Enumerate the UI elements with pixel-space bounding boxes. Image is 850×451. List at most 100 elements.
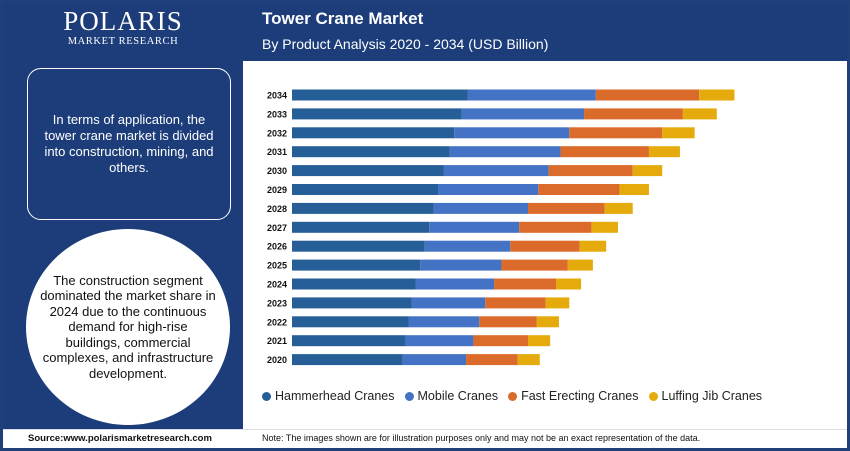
bar-segment (591, 221, 618, 233)
bar-segment (479, 316, 537, 328)
bar-segment (292, 259, 421, 271)
bar-segment (538, 184, 620, 195)
bar-segment (682, 108, 717, 120)
highlight-text: The construction segment dominated the m… (40, 272, 216, 381)
year-tick-label: 2032 (267, 128, 287, 138)
bar-segment (567, 259, 593, 271)
legend-item: Mobile Cranes (404, 389, 499, 403)
legend-swatch (508, 391, 518, 401)
bar-segment (595, 89, 700, 101)
highlight-circle: The construction segment dominated the m… (26, 229, 230, 425)
year-tick-label: 2028 (267, 204, 287, 214)
bar-segment (415, 278, 495, 290)
bar-segment (560, 146, 649, 158)
bar-segment (420, 259, 502, 271)
disclaimer-note: Note: The images shown are for illustrat… (262, 433, 701, 443)
year-tick-label: 2031 (267, 147, 287, 157)
chart-legend: Hammerhead Cranes Mobile Cranes Fast Erect… (262, 389, 762, 403)
bar-segment (501, 259, 568, 271)
bar-segment (292, 165, 444, 177)
bar-segment (662, 127, 695, 139)
legend-swatch (404, 391, 414, 401)
bar-segment (648, 146, 680, 158)
bar-segment (438, 184, 539, 195)
bar-segment (292, 202, 434, 214)
bar-segment (466, 354, 518, 366)
source-text: Source:www.polarismarketresearch.com (28, 433, 212, 444)
header-bar (243, 3, 847, 61)
bar-segment (292, 297, 412, 309)
bar-segment (292, 240, 425, 252)
year-tick-label: 2034 (267, 91, 287, 101)
bar-segment (402, 354, 467, 366)
year-tick-label: 2029 (267, 185, 287, 195)
bar-segment (443, 165, 549, 177)
bar-segment (292, 108, 462, 120)
bar-segment (433, 202, 528, 214)
legend-label: Fast Erecting Cranes (521, 389, 639, 403)
bar-segment (424, 240, 511, 252)
bar-segment (292, 335, 406, 347)
bar-segment (494, 278, 557, 290)
bar-segment (699, 89, 735, 101)
bar-segment (467, 89, 596, 101)
bar-segment (473, 335, 528, 347)
bar-segment (292, 278, 416, 290)
bar-segment (292, 184, 439, 195)
stacked-bar-chart: 2034 2033 2032 2031 2030 2029 2028 2027 2026 2025… (267, 89, 735, 366)
bar-segment (292, 127, 455, 139)
brand-logo-tagline: MARKET RESEARCH (67, 36, 179, 47)
bar-segment (519, 221, 592, 233)
legend-item: Fast Erecting Cranes (508, 389, 639, 403)
bar-segment (461, 108, 585, 120)
bar-segment (292, 221, 430, 233)
legend-swatch (648, 391, 658, 401)
bar-segment (510, 240, 580, 252)
legend-item: Hammerhead Cranes (262, 389, 395, 403)
bar-segment (408, 316, 480, 328)
year-tick-label: 2025 (267, 261, 287, 271)
brand-logo-name: POLARIS (63, 6, 183, 36)
bar-segment (604, 202, 633, 214)
year-tick-label: 2026 (267, 242, 287, 252)
year-tick-label: 2033 (267, 109, 287, 119)
chart-title: Tower Crane Market (262, 9, 424, 28)
bar-segment (449, 146, 561, 158)
info-box: In terms of application, the tower crane… (27, 68, 231, 220)
bar-segment (584, 108, 683, 120)
year-tick-label: 2023 (267, 298, 287, 308)
bar-segment (429, 221, 520, 233)
bar-segment (632, 165, 663, 177)
bar-segment (517, 354, 540, 366)
bar-segment (292, 354, 403, 366)
info-text: In terms of application, the tower crane… (44, 112, 214, 175)
bar-segment (292, 146, 450, 158)
bar-segment (569, 127, 663, 139)
bar-segment (579, 240, 607, 252)
year-tick-label: 2021 (267, 336, 287, 346)
bar-segment (292, 89, 468, 101)
legend-label: Hammerhead Cranes (275, 389, 395, 403)
year-tick-label: 2024 (267, 280, 287, 290)
bar-segment (619, 184, 649, 195)
bar-segment (411, 297, 486, 309)
bar-segment (292, 316, 409, 328)
bar-segment (454, 127, 570, 139)
footer-bar (3, 429, 847, 448)
bar-segment (405, 335, 474, 347)
legend-swatch (262, 391, 271, 401)
legend-label: Luffing Jib Cranes (661, 389, 763, 403)
year-tick-label: 2030 (267, 166, 287, 176)
year-tick-label: 2027 (267, 223, 287, 233)
chart-subtitle: By Product Analysis 2020 - 2034 (USD Bil… (262, 36, 549, 52)
legend-label: Mobile Cranes (417, 389, 499, 403)
bar-segment (528, 335, 551, 347)
bar-segment (528, 202, 605, 214)
bar-segment (536, 316, 559, 328)
year-tick-label: 2020 (267, 355, 287, 365)
bar-segment (556, 278, 582, 290)
bar-segment (548, 165, 633, 177)
bar-segment (485, 297, 546, 309)
year-tick-label: 2022 (267, 317, 287, 327)
bar-segment (545, 297, 570, 309)
